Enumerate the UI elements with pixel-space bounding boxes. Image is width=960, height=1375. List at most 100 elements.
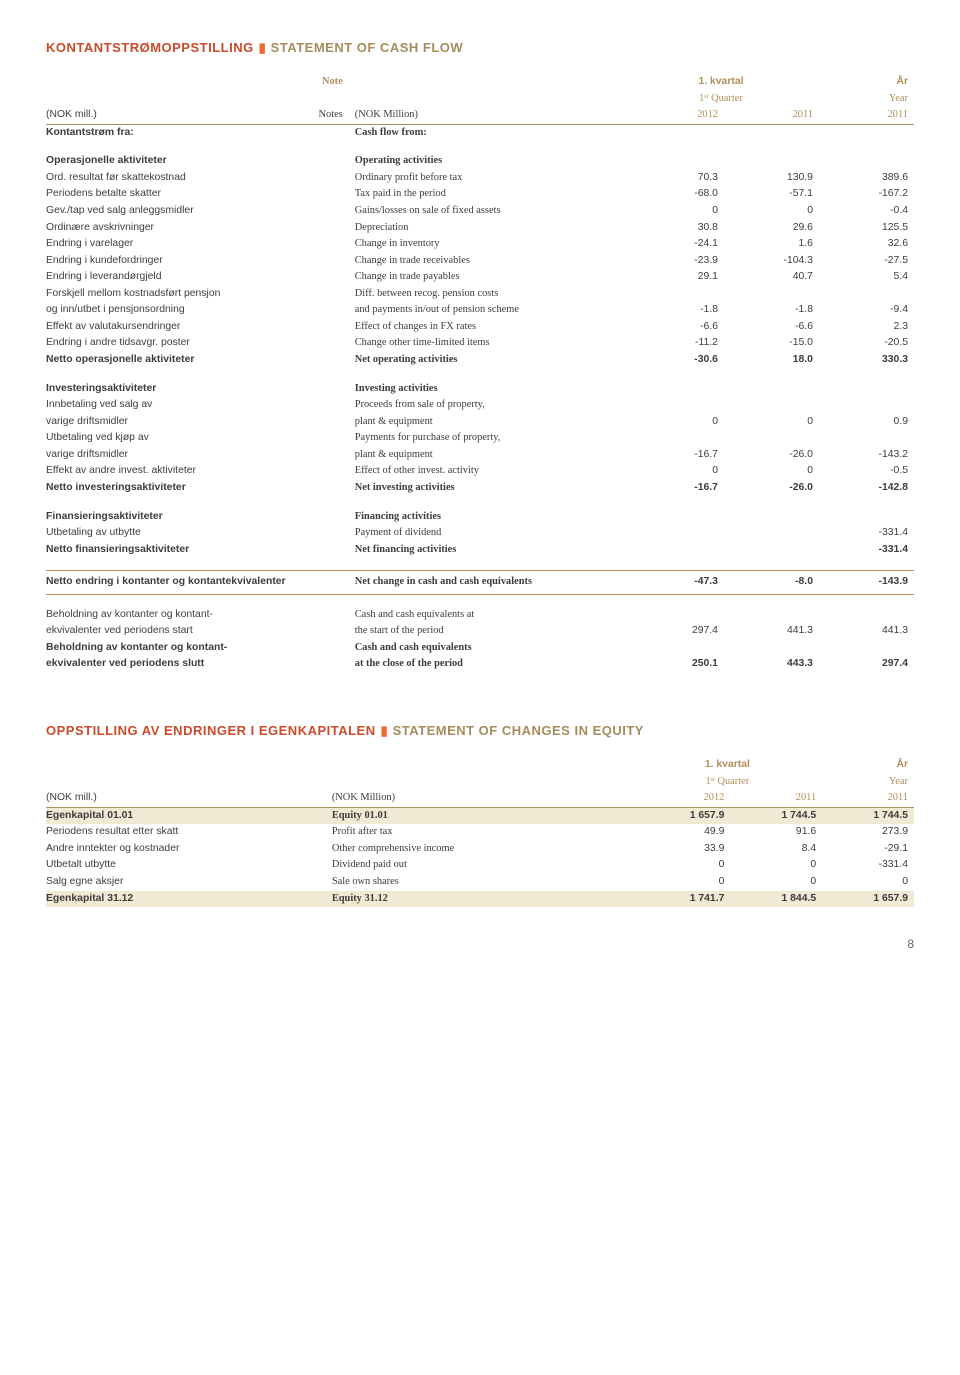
row-label-nk: Netto operasjonelle aktiviteter — [46, 352, 299, 369]
col-2012: 2012 — [629, 107, 724, 124]
row-label-en: at the close of the period — [355, 656, 629, 673]
row-value: 297.4 — [629, 623, 724, 640]
section-head-nk: Kontantstrøm fra: — [46, 124, 299, 141]
row-value: -143.9 — [819, 571, 914, 595]
table-row: varige driftsmidlerplant & equipment000.… — [46, 414, 914, 431]
section-head-nk: Finansieringsaktiviteter — [46, 509, 299, 526]
row-value: 0 — [730, 857, 822, 874]
row-label-en: Net financing activities — [355, 542, 629, 559]
row-value: -26.0 — [724, 447, 819, 464]
table-row: Netto finansieringsaktiviteter Net financ… — [46, 542, 914, 559]
table-row: Effekt av andre invest. aktiviteterEffec… — [46, 463, 914, 480]
row-label-en: Net operating activities — [355, 352, 629, 369]
row-label-nk: ekvivalenter ved periodens start — [46, 623, 299, 640]
row-value — [629, 607, 724, 624]
unit-en: (NOK Million) — [355, 107, 629, 124]
row-value — [629, 430, 724, 447]
year-header-nk: År — [822, 757, 914, 774]
row-value — [724, 525, 819, 542]
section-header: Operasjonelle aktiviteterOperating activ… — [46, 153, 914, 170]
row-value: 29.1 — [629, 269, 724, 286]
row-label-nk: Beholdning av kontanter og kontant- — [46, 640, 299, 657]
row-value: 70.3 — [629, 170, 724, 187]
row-value: 0.9 — [819, 414, 914, 431]
row-label-en: Depreciation — [355, 220, 629, 237]
cash-flow-table: Note 1. kvartal År 1ˢᵗ Quarter Year (NOK… — [46, 74, 914, 673]
row-value — [724, 397, 819, 414]
table-row: Utbetalt utbytteDividend paid out00-331.… — [46, 857, 914, 874]
row-value: -0.5 — [819, 463, 914, 480]
table-header-row: 1ˢᵗ Quarter Year — [46, 91, 914, 108]
row-value: 0 — [724, 203, 819, 220]
row-value: 130.9 — [724, 170, 819, 187]
table-row: ekvivalenter ved periodens sluttat the c… — [46, 656, 914, 673]
row-value: 8.4 — [730, 841, 822, 858]
row-label-en: plant & equipment — [355, 414, 629, 431]
row-value: 330.3 — [819, 352, 914, 369]
row-value — [629, 397, 724, 414]
section-head-en: Operating activities — [355, 153, 629, 170]
table-header-row: (NOK mill.) Notes (NOK Million) 2012 201… — [46, 107, 914, 124]
row-label-en: Cash and cash equivalents at — [355, 607, 629, 624]
page-number: 8 — [46, 937, 914, 951]
row-value: 1 657.9 — [822, 891, 914, 908]
quarter-header-nk: 1. kvartal — [639, 757, 823, 774]
row-value: 125.5 — [819, 220, 914, 237]
cash-title-nk: KONTANTSTRØMOPPSTILLING — [46, 40, 254, 55]
row-note — [299, 607, 355, 624]
row-label-en: Sale own shares — [332, 874, 639, 891]
section-head-nk: Investeringsaktiviteter — [46, 381, 299, 398]
row-label-en: Profit after tax — [332, 824, 639, 841]
year-header-en: Year — [819, 91, 914, 108]
equity-table: 1. kvartal År 1ˢᵗ Quarter Year (NOK mill… — [46, 757, 914, 907]
row-value: -27.5 — [819, 253, 914, 270]
row-note — [299, 414, 355, 431]
row-value: 30.8 — [629, 220, 724, 237]
row-value — [819, 430, 914, 447]
row-value: -57.1 — [724, 186, 819, 203]
note-header-en: Notes — [299, 107, 355, 124]
row-value: -24.1 — [629, 236, 724, 253]
unit-nk: (NOK mill.) — [46, 790, 332, 807]
row-value: -26.0 — [724, 480, 819, 497]
table-row: Ord. resultat før skattekostnadOrdinary … — [46, 170, 914, 187]
row-value: -1.8 — [629, 302, 724, 319]
section-header: FinansieringsaktiviteterFinancing activi… — [46, 509, 914, 526]
row-note — [299, 203, 355, 220]
row-note — [299, 253, 355, 270]
table-row: Egenkapital 01.01Equity 01.011 657.91 74… — [46, 807, 914, 824]
row-label-en: and payments in/out of pension scheme — [355, 302, 629, 319]
section-head-en: Investing activities — [355, 381, 629, 398]
row-label-en: Equity 31.12 — [332, 891, 639, 908]
row-value — [819, 640, 914, 657]
row-value: 0 — [724, 463, 819, 480]
row-value: -16.7 — [629, 447, 724, 464]
row-value: -331.4 — [819, 525, 914, 542]
row-note — [299, 236, 355, 253]
row-label-nk: varige driftsmidler — [46, 447, 299, 464]
row-label-nk: Andre inntekter og kostnader — [46, 841, 332, 858]
row-value: -1.8 — [724, 302, 819, 319]
row-note — [299, 480, 355, 497]
row-label-nk: Netto finansieringsaktiviteter — [46, 542, 299, 559]
table-header-row: Note 1. kvartal År — [46, 74, 914, 91]
row-value — [724, 640, 819, 657]
col-2011y: 2011 — [822, 790, 914, 807]
row-label-en: Net investing activities — [355, 480, 629, 497]
table-row: Gev./tap ved salg anleggsmidlerGains/los… — [46, 203, 914, 220]
row-note — [299, 170, 355, 187]
row-value: 91.6 — [730, 824, 822, 841]
row-value — [819, 286, 914, 303]
row-value: 49.9 — [639, 824, 731, 841]
table-row: Ordinære avskrivningerDepreciation30.829… — [46, 220, 914, 237]
table-row: Salg egne aksjerSale own shares000 — [46, 874, 914, 891]
row-label-nk: Forskjell mellom kostnadsført pensjon — [46, 286, 299, 303]
table-row: Innbetaling ved salg avProceeds from sal… — [46, 397, 914, 414]
row-label-nk: Endring i leverandørgjeld — [46, 269, 299, 286]
table-row: Netto operasjonelle aktiviteter Net opera… — [46, 352, 914, 369]
row-note — [299, 656, 355, 673]
row-value: 0 — [639, 874, 731, 891]
row-label-nk: Innbetaling ved salg av — [46, 397, 299, 414]
table-row: varige driftsmidlerplant & equipment-16.… — [46, 447, 914, 464]
year-header-nk: År — [819, 74, 914, 91]
